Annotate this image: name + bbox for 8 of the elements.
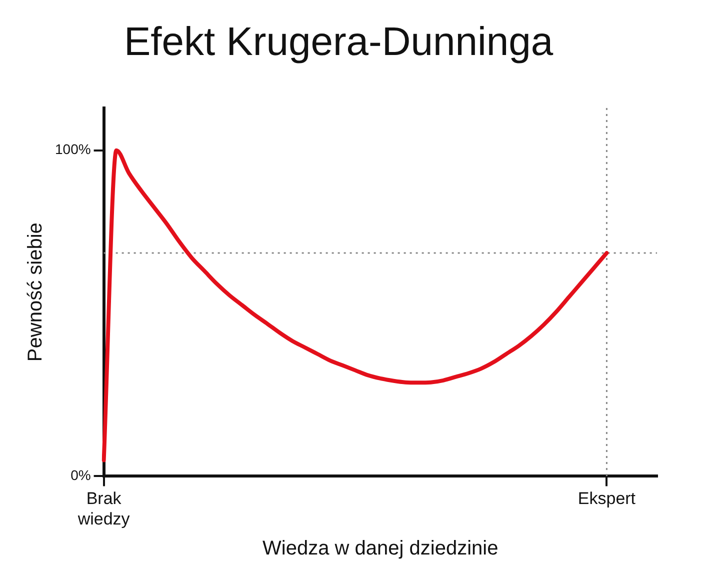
x-tick-label: Ekspert	[578, 489, 636, 508]
y-tick-label: 100%	[54, 141, 91, 158]
x-tick-label: Brak wiedzy	[76, 489, 130, 528]
x-axis-title: Wiedza w danej dziedzinie	[262, 538, 498, 560]
y-axis-title: Pewność siebie	[24, 222, 47, 362]
y-tick-label: 0%	[70, 467, 91, 484]
line-series	[102, 148, 609, 462]
chart-title: Efekt Krugera-Dunninga	[124, 20, 554, 64]
